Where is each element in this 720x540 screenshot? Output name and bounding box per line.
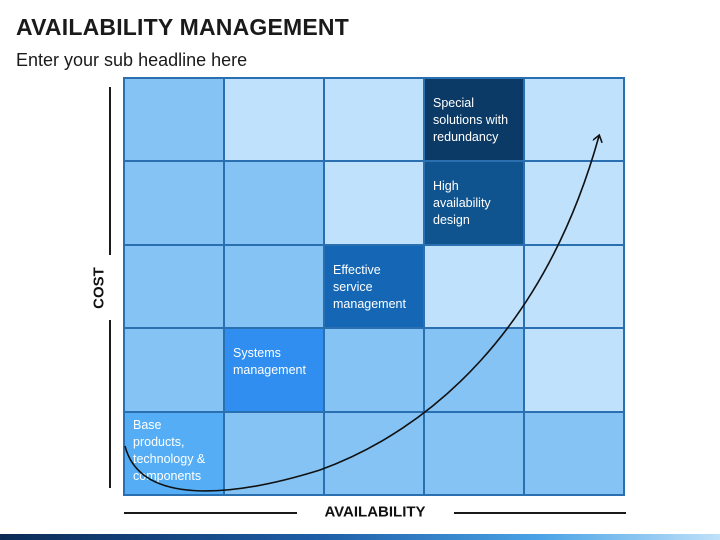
grid-cell-special-solutions: Special solutions with redundancy <box>424 78 524 162</box>
grid-cell-r1c3 <box>324 78 424 162</box>
grid-cell-r3c1 <box>124 244 224 329</box>
grid-cell-r5c4 <box>424 411 524 495</box>
grid-cell-r5c5 <box>524 411 624 495</box>
y-axis-line-top <box>109 87 111 255</box>
x-axis-line-right <box>454 512 626 514</box>
y-axis-line-bottom <box>109 320 111 488</box>
grid-cell-base-products: Base products, technology & components <box>124 411 224 495</box>
grid-cell-r5c2 <box>224 411 324 495</box>
grid-cell-r2c2 <box>224 161 324 245</box>
page-subtitle: Enter your sub headline here <box>16 50 248 70</box>
grid-cell-r1c5 <box>524 78 624 162</box>
grid-cell-r3c2 <box>224 244 324 329</box>
grid-cell-r4c4 <box>424 328 524 412</box>
grid-cell-r2c1 <box>124 161 224 245</box>
grid-cell-r2c3 <box>324 161 424 245</box>
x-axis-label: AVAILABILITY <box>324 503 426 521</box>
grid-cell-r4c1 <box>124 328 224 412</box>
grid-cell-r4c3 <box>324 328 424 412</box>
grid-cell-r3c4 <box>424 244 524 329</box>
x-axis-line-left <box>124 512 297 514</box>
grid-cell-high-availability: High availability design <box>424 161 524 245</box>
grid-cell-systems-management: Systems management <box>224 328 324 412</box>
grid-cell-r3c5 <box>524 244 624 329</box>
grid-cell-service-management: Effective service management <box>324 244 424 329</box>
page-title: AVAILABILITY MANAGEMENT <box>16 14 349 40</box>
grid-cell-r1c1 <box>124 78 224 162</box>
grid-cell-r4c5 <box>524 328 624 412</box>
grid-cell-r1c2 <box>224 78 324 162</box>
footer-accent-bar <box>0 534 720 540</box>
availability-cost-grid: Special solutions with redundancy High a… <box>123 77 625 496</box>
growth-curve-path <box>124 136 599 492</box>
grid-cell-r2c5 <box>524 161 624 245</box>
